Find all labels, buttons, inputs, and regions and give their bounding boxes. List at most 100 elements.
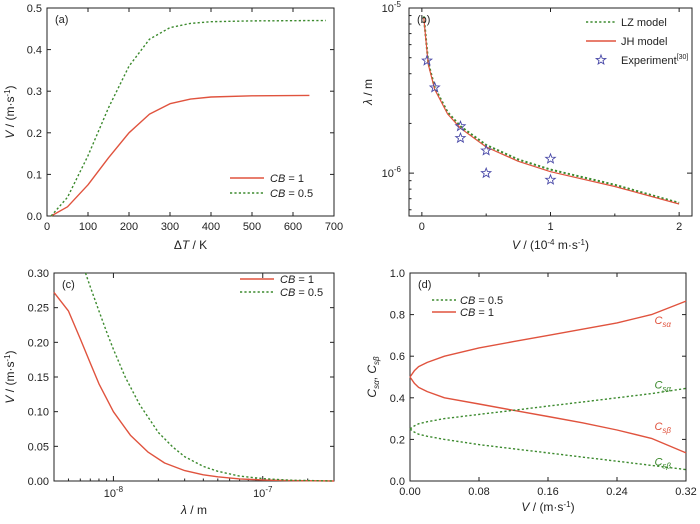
panel-d-ylabel-c2: C xyxy=(365,365,379,374)
panel-c-xlabel-var: λ xyxy=(180,503,187,517)
panel-d-x-tick-label: 0.08 xyxy=(468,486,489,498)
panel-c-series-0 xyxy=(53,291,335,482)
panel-c-y-tick-label: 0.25 xyxy=(28,303,49,315)
panel-b-ylabel-unit: / m xyxy=(361,79,375,99)
panel-c-y-tick-label: 0.15 xyxy=(28,372,49,384)
panel-a-label: (a) xyxy=(55,14,68,26)
panel-d-annotation-c: C xyxy=(654,421,662,433)
panel-b-legend-label-1: JH model xyxy=(621,36,667,48)
panel-a-legend-label-1: CB = 0.5 xyxy=(270,188,313,200)
panel-b-y-tick-label: 10-6 xyxy=(382,165,402,180)
panel-d-legend-val: = 1 xyxy=(475,307,494,319)
panel-a-y-tick-label: 0.2 xyxy=(27,128,42,140)
panel-d-xlabel: V / (m·s-1) xyxy=(521,500,574,514)
panel-b-legend-experiment-ref: [30] xyxy=(677,54,689,61)
panel-b-experiment-point xyxy=(544,152,557,164)
panel-c-x-tick-base: 10 xyxy=(104,488,116,500)
panel-c-x-tick-label: 10-8 xyxy=(104,485,124,500)
panel-d-label: (d) xyxy=(418,279,431,291)
panel-c-y-tick-label: 0.10 xyxy=(28,407,49,419)
panel-d-legend-label-0: CB = 0.5 xyxy=(460,295,503,307)
panel-b-experiment-point xyxy=(454,131,467,144)
panel-c-legend-var: CB xyxy=(280,287,295,299)
panel-c-y-tick-label: 0.20 xyxy=(28,337,49,349)
panel-d-annotation-3: Csβ xyxy=(654,456,671,470)
panel-b-y-tick-exp: -5 xyxy=(394,0,402,9)
panel-a-legend-label-0: CB = 1 xyxy=(270,173,304,185)
panel-d-ylabel-c1: C xyxy=(365,389,379,398)
panel-d-annotation-c: C xyxy=(654,315,662,327)
panel-a-x-tick-label: 200 xyxy=(120,221,138,233)
panel-c-y-tick-label: 0.05 xyxy=(28,441,49,453)
panel-d-series-2 xyxy=(409,387,687,430)
panel-d-legend-val: = 0.5 xyxy=(475,295,503,307)
panel-b-xlabel: V / (10-4 m·s-1) xyxy=(512,238,589,252)
panel-d-ylabel-sep: , xyxy=(365,374,379,381)
panel-d-y-tick-label: 0.8 xyxy=(390,310,405,322)
panel-b-legend-experiment-marker xyxy=(594,53,608,66)
panel-d-legend-label-1: CB = 1 xyxy=(460,307,494,319)
panel-a-frame xyxy=(46,7,335,217)
panel-c-label: (c) xyxy=(62,279,75,291)
panel-d-y-tick-label: 0.0 xyxy=(390,476,405,488)
panel-a-series-0 xyxy=(50,94,310,217)
panel-b-experiment-point xyxy=(480,144,493,156)
panel-c-ylabel-unit: / (m·s xyxy=(3,362,17,396)
panel-d-annotation-2: Csβ xyxy=(654,421,671,435)
panel-a-legend-val: = 0.5 xyxy=(285,188,313,200)
panel-b-xlabel-exp2: -1 xyxy=(578,238,586,247)
panel-d-x-tick-label: 0.16 xyxy=(537,486,558,498)
panel-b-legend-experiment-text: Experiment xyxy=(621,55,677,67)
panel-d-series-3 xyxy=(409,428,687,471)
panel-d-xlabel-unit: / (m·s xyxy=(529,500,563,514)
panel-d-xlabel-close: ) xyxy=(571,500,575,514)
panel-a-xlabel-var: T xyxy=(182,238,191,252)
panel-b-experiment-point xyxy=(428,81,441,93)
panel-d-series-0 xyxy=(409,300,687,378)
panel-c-y-tick-label: 0.30 xyxy=(28,268,49,280)
panel-d-annotation-sub: sα xyxy=(662,320,671,329)
panel-c-ylabel-exp: -1 xyxy=(3,354,12,362)
panel-d-x-tick-label: 0.32 xyxy=(675,486,696,498)
panel-b-x-tick-label: 1 xyxy=(547,221,553,233)
panel-a-y-tick-label: 0.0 xyxy=(27,211,42,223)
panel-c-x-tick-exp: -7 xyxy=(265,485,273,494)
panel-c-ylabel: V / (m·s-1) xyxy=(3,350,17,403)
panel-b-xlabel-unit: / (10 xyxy=(520,238,548,252)
panel-c-xlabel-unit: / m xyxy=(187,503,207,517)
panel-b-series-1 xyxy=(423,17,680,205)
panel-b-series-0 xyxy=(422,16,680,204)
panel-a-y-tick-label: 0.5 xyxy=(27,3,42,15)
panel-d-series-1 xyxy=(409,376,687,454)
panel-a-xlabel-sym: Δ xyxy=(174,238,182,252)
panel-c-ylabel-var: V xyxy=(3,395,17,404)
panel-d-legend-var: CB xyxy=(460,295,475,307)
panel-a-x-tick-label: 100 xyxy=(79,221,97,233)
panel-d-annotation-c: C xyxy=(654,456,662,468)
panel-a-series-1 xyxy=(50,19,326,217)
panel-d-annotation-0: Csα xyxy=(654,315,671,329)
panel-a-y-tick-label: 0.3 xyxy=(27,86,42,98)
panel-b-experiment-point xyxy=(544,173,557,185)
panel-c-legend-label-0: CB = 1 xyxy=(280,274,314,286)
panel-b-xlabel-close2: ) xyxy=(585,238,589,252)
panel-c-legend-val: = 0.5 xyxy=(295,287,323,299)
panel-c-x-tick-label: 10-7 xyxy=(253,485,273,500)
panel-b-xlabel-close: m·s xyxy=(555,238,578,252)
panel-b-xlabel-var: V xyxy=(512,238,521,252)
panel-b-y-tick-base: 10 xyxy=(382,3,394,15)
panel-b-xlabel-exp: -4 xyxy=(547,238,555,247)
panel-a-xlabel-unit: / K xyxy=(189,238,207,252)
panel-a-y-tick-label: 0.4 xyxy=(27,45,42,57)
panel-d-frame xyxy=(409,272,687,482)
panel-b-experiment-point xyxy=(454,120,467,132)
panel-d-annotation-c: C xyxy=(654,379,662,391)
panel-b-legend-label-0: LZ model xyxy=(621,17,667,29)
panel-c-legend-label-1: CB = 0.5 xyxy=(280,287,323,299)
panel-a-x-tick-label: 0 xyxy=(44,221,50,233)
panel-d-ylabel-s1: sα xyxy=(372,380,381,389)
panel-a-x-tick-label: 500 xyxy=(243,221,261,233)
panel-a-x-tick-label: 700 xyxy=(325,221,343,233)
panel-d-ylabel-s2: sβ xyxy=(372,356,381,365)
panel-d-x-tick-label: 0.24 xyxy=(606,486,627,498)
